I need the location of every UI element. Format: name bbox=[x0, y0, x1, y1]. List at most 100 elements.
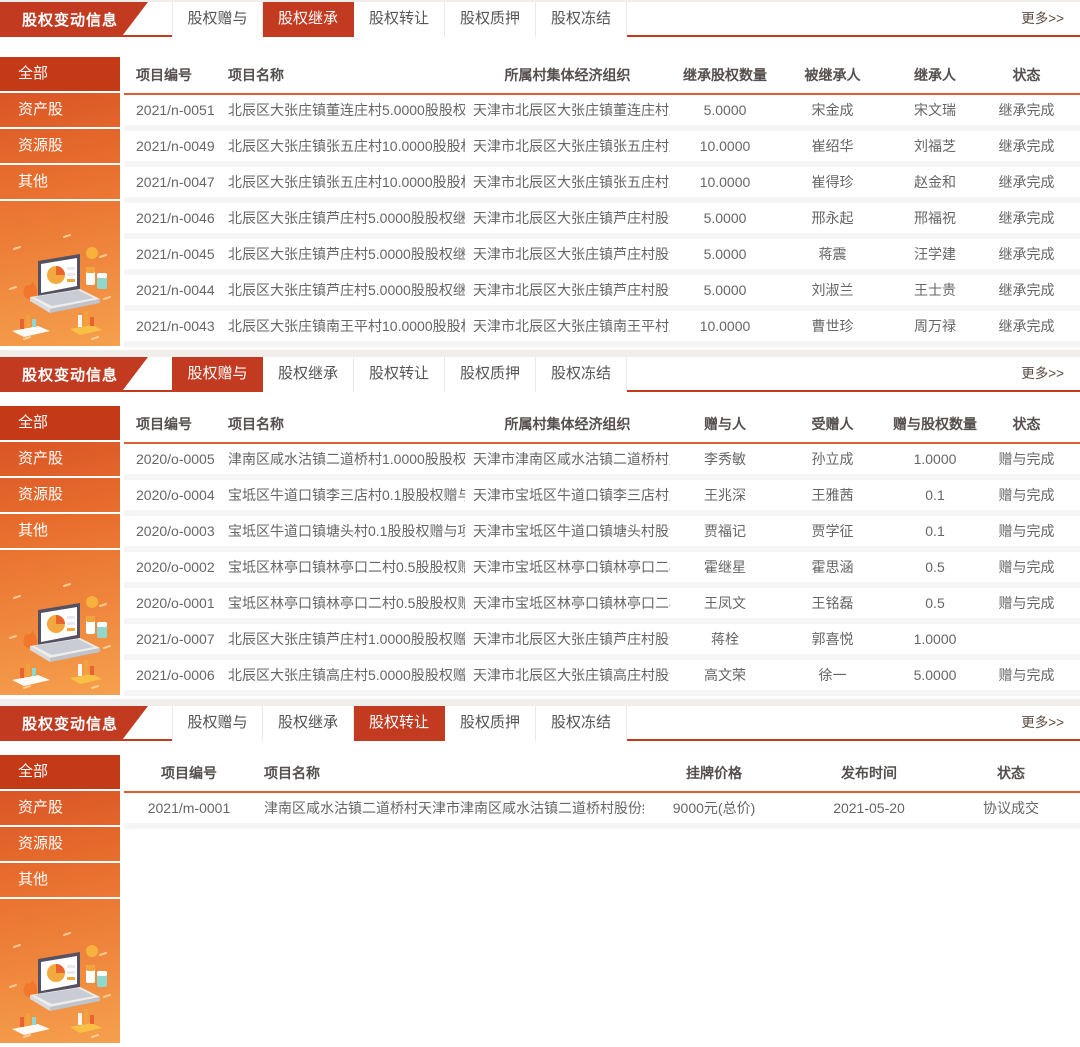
cell: 2021/m-0001 bbox=[147, 800, 231, 816]
column-header: 状态 bbox=[1012, 416, 1041, 432]
cell: 2021/o-0007 bbox=[136, 631, 215, 647]
cell: 崔绍华 bbox=[811, 138, 854, 154]
table-row[interactable]: 2021/n-0045 北辰区大张庄镇芦庄村5.0000股股权继承... 天津市北辰… bbox=[124, 239, 1080, 275]
column-header: 继承股权数量 bbox=[683, 67, 767, 83]
table-row[interactable]: 2020/o-0002 宝坻区林亭口镇林亭口二村0.5股股权赠与... 天津市宝坻区… bbox=[124, 552, 1080, 588]
table-row[interactable]: 2021/n-0046 北辰区大张庄镇芦庄村5.0000股股权继承... 天津市北辰… bbox=[124, 203, 1080, 239]
column-header: 项目名称 bbox=[228, 67, 284, 83]
sidebar-item-3[interactable]: 其他 bbox=[0, 165, 120, 201]
sidebar-item-0[interactable]: 全部 bbox=[0, 57, 120, 93]
table-row[interactable]: 2021/n-0044 北辰区大张庄镇芦庄村5.0000股股权继承... 天津市北辰… bbox=[124, 275, 1080, 311]
section-equity-transfer: 股权变动信息 股权赠与 股权继承 股权转让 股权质押 股权冻结 更多>> 全部 资产股 资源… bbox=[0, 706, 1080, 1047]
table-row[interactable]: 2021/o-0007 北辰区大张庄镇芦庄村1.0000股股权赠与... 天津市北辰… bbox=[124, 624, 1080, 660]
tab-3[interactable]: 股权质押 bbox=[445, 2, 536, 37]
tab-1[interactable]: 股权继承 bbox=[263, 357, 354, 392]
cell: 2021/n-0044 bbox=[136, 282, 215, 298]
sidebar-item-2[interactable]: 资源股 bbox=[0, 478, 120, 514]
more-link[interactable]: 更多>> bbox=[1021, 366, 1064, 381]
tab-2[interactable]: 股权转让 bbox=[354, 2, 445, 37]
tab-1[interactable]: 股权继承 bbox=[263, 2, 354, 37]
cell: 孙立成 bbox=[811, 451, 854, 467]
cell: 崔得珍 bbox=[811, 174, 854, 190]
table-row[interactable]: 2021/m-0001 津南区咸水沽镇二道桥村天津市津南区咸水沽镇二道桥村股份经.… bbox=[124, 793, 1080, 829]
table-row[interactable]: 2021/n-0043 北辰区大张庄镇南王平村10.0000股股权继... 天津市北… bbox=[124, 311, 1080, 347]
cell: 5.0000 bbox=[703, 246, 747, 262]
section-title-ribbon: 股权变动信息 bbox=[0, 357, 148, 392]
cell: 宝坻区牛道口镇塘头村0.1股股权赠与项目 bbox=[228, 523, 465, 539]
column-header: 赠与股权数量 bbox=[893, 416, 977, 432]
cell: 10.0000 bbox=[699, 174, 751, 190]
cell: 宋文瑞 bbox=[914, 102, 956, 118]
cell: 天津市北辰区大张庄镇芦庄村股份... bbox=[473, 246, 670, 262]
table-row[interactable]: 2021/n-0047 北辰区大张庄镇张五庄村10.0000股股权继... 天津市北… bbox=[124, 167, 1080, 203]
sidebar-item-1[interactable]: 资产股 bbox=[0, 93, 120, 129]
cell: 贾福记 bbox=[704, 523, 746, 539]
cell: 2021/n-0051 bbox=[136, 102, 215, 118]
table-header-row: 项目编号 项目名称 挂牌价格 发布时间 状态 bbox=[124, 755, 1080, 793]
cell: 宝坻区牛道口镇李三店村0.1股股权赠与项目 bbox=[228, 487, 465, 503]
cell: 天津市北辰区大张庄镇董连庄村股... bbox=[473, 102, 670, 118]
table-row[interactable]: 2021/n-0049 北辰区大张庄镇张五庄村10.0000股股权继... 天津市北… bbox=[124, 131, 1080, 167]
table-row[interactable]: 2020/o-0005 津南区咸水沽镇二道桥村1.0000股股权赠... 天津市津南… bbox=[124, 444, 1080, 480]
filter-sidebar: 全部 资产股 资源股 其他 bbox=[0, 406, 120, 695]
cell: 天津市北辰区大张庄镇南王平村股... bbox=[473, 318, 670, 334]
column-header: 受赠人 bbox=[811, 416, 854, 432]
column-header: 项目编号 bbox=[161, 765, 217, 781]
cell: 蒋震 bbox=[818, 246, 847, 262]
cell: 1.0000 bbox=[913, 631, 957, 647]
sidebar-item-2[interactable]: 资源股 bbox=[0, 827, 120, 863]
table-row[interactable]: 2020/o-0003 宝坻区牛道口镇塘头村0.1股股权赠与项目 天津市宝坻区牛道口… bbox=[124, 516, 1080, 552]
cell: 1.0000 bbox=[913, 451, 957, 467]
cell: 协议成交 bbox=[983, 800, 1039, 816]
sidebar-item-2[interactable]: 资源股 bbox=[0, 129, 120, 165]
cell: 蒋栓 bbox=[711, 631, 739, 647]
tab-2[interactable]: 股权转让 bbox=[354, 357, 445, 392]
cell: 北辰区大张庄镇芦庄村5.0000股股权继承... bbox=[228, 210, 465, 226]
cell: 2021/n-0047 bbox=[136, 174, 215, 190]
tab-3[interactable]: 股权质押 bbox=[445, 357, 536, 392]
sidebar-item-1[interactable]: 资产股 bbox=[0, 791, 120, 827]
tab-1[interactable]: 股权继承 bbox=[263, 706, 354, 741]
cell: 王士贵 bbox=[914, 282, 956, 298]
column-header: 项目编号 bbox=[136, 416, 192, 432]
cell: 北辰区大张庄镇高庄村5.0000股股权赠与... bbox=[228, 667, 465, 683]
tab-3[interactable]: 股权质押 bbox=[445, 706, 536, 741]
sidebar-item-1[interactable]: 资产股 bbox=[0, 442, 120, 478]
cell: 天津市宝坻区牛道口镇塘头村股份... bbox=[473, 523, 670, 539]
more-link[interactable]: 更多>> bbox=[1021, 715, 1064, 730]
cell: 5.0000 bbox=[913, 667, 957, 683]
cell: 2021-05-20 bbox=[833, 800, 905, 816]
tab-0[interactable]: 股权赠与 bbox=[172, 2, 263, 37]
tab-0[interactable]: 股权赠与 bbox=[172, 706, 263, 741]
sidebar-item-3[interactable]: 其他 bbox=[0, 863, 120, 899]
table-row[interactable]: 2021/n-0051 北辰区大张庄镇董连庄村5.0000股股权继... 天津市北辰… bbox=[124, 95, 1080, 131]
column-header: 继承人 bbox=[914, 67, 956, 83]
tab-4[interactable]: 股权冻结 bbox=[536, 357, 627, 392]
cell: 北辰区大张庄镇张五庄村10.0000股股权继... bbox=[228, 138, 465, 154]
column-header: 发布时间 bbox=[841, 765, 897, 781]
cell: 天津市北辰区大张庄镇芦庄村股份... bbox=[473, 210, 670, 226]
sidebar-item-0[interactable]: 全部 bbox=[0, 755, 120, 791]
table-row[interactable]: 2020/o-0004 宝坻区牛道口镇李三店村0.1股股权赠与项目天津市宝坻区牛道… bbox=[124, 480, 1080, 516]
tab-0[interactable]: 股权赠与 bbox=[172, 357, 263, 392]
sidebar-item-3[interactable]: 其他 bbox=[0, 514, 120, 550]
column-header: 项目名称 bbox=[228, 416, 284, 432]
cell: 0.5 bbox=[925, 595, 945, 611]
filter-sidebar: 全部 资产股 资源股 其他 bbox=[0, 57, 120, 346]
tab-4[interactable]: 股权冻结 bbox=[536, 2, 627, 37]
more-link[interactable]: 更多>> bbox=[1021, 11, 1064, 26]
laptop-analytics-illustration bbox=[0, 227, 120, 350]
table-row[interactable]: 2020/o-0001 宝坻区林亭口镇林亭口二村0.5股股权赠与... 天津市宝坻区… bbox=[124, 588, 1080, 624]
table-row[interactable]: 2021/o-0006 北辰区大张庄镇高庄村5.0000股股权赠与... 天津市北辰… bbox=[124, 660, 1080, 696]
cell: 天津市宝坻区林亭口镇林亭口二村... bbox=[473, 559, 670, 575]
cell: 赠与完成 bbox=[998, 523, 1055, 539]
section-title-ribbon: 股权变动信息 bbox=[0, 2, 148, 37]
cell: 2021/o-0006 bbox=[136, 667, 215, 683]
tab-4[interactable]: 股权冻结 bbox=[536, 706, 627, 741]
tab-bar: 股权赠与 股权继承 股权转让 股权质押 股权冻结 bbox=[172, 357, 627, 392]
cell: 霍思涵 bbox=[811, 559, 854, 575]
section-equity-gift: 股权变动信息 股权赠与 股权继承 股权转让 股权质押 股权冻结 更多>> 全部 资产股 资源… bbox=[0, 357, 1080, 699]
cell: 宋金成 bbox=[811, 102, 854, 118]
tab-2[interactable]: 股权转让 bbox=[354, 706, 445, 741]
sidebar-item-0[interactable]: 全部 bbox=[0, 406, 120, 442]
